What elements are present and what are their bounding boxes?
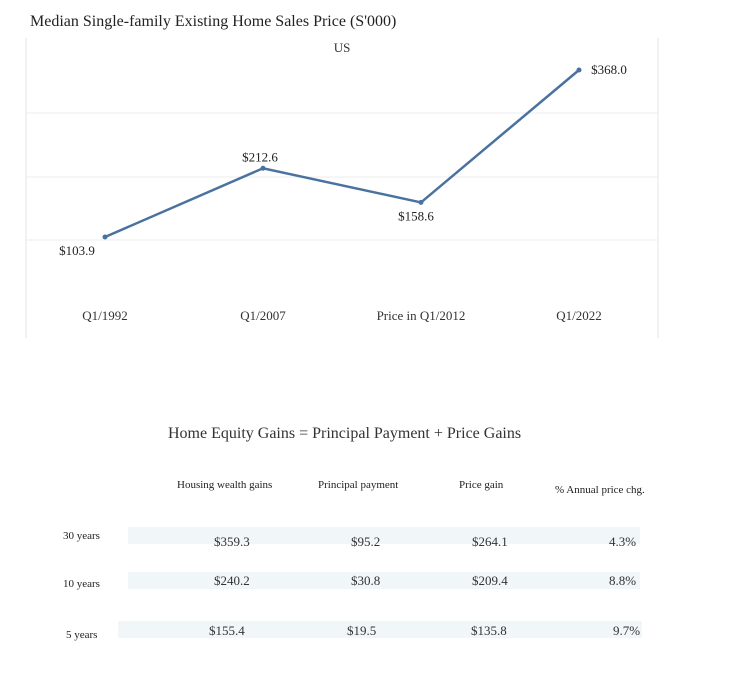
header-annual-price-chg: % Annual price chg.	[555, 484, 645, 496]
x-tick-label: Price in Q1/2012	[377, 308, 466, 323]
chart-title: Median Single-family Existing Home Sales…	[30, 13, 397, 30]
cell-housing-wealth-30: $359.3	[214, 534, 250, 549]
table-row	[128, 572, 640, 589]
cell-price-gain-5: $135.8	[471, 623, 507, 638]
row-label-30-years: 30 years	[63, 530, 100, 542]
x-tick-label: Q1/2022	[556, 308, 602, 323]
table-row	[118, 621, 642, 638]
cell-annual-chg-5: 9.7%	[613, 623, 641, 638]
cell-housing-wealth-10: $240.2	[214, 573, 250, 588]
cell-price-gain-10: $209.4	[472, 573, 508, 588]
data-label: $212.6	[242, 149, 278, 164]
cell-principal-30: $95.2	[351, 534, 381, 549]
data-label: $368.0	[591, 62, 627, 77]
data-point	[102, 234, 108, 240]
data-point	[418, 199, 424, 205]
cell-principal-10: $30.8	[351, 573, 381, 588]
table-row	[128, 527, 640, 544]
cell-annual-chg-10: 8.8%	[609, 573, 637, 588]
header-housing-wealth-gains: Housing wealth gains	[177, 479, 273, 491]
cell-housing-wealth-5: $155.4	[209, 623, 245, 638]
x-tick-label: Q1/2007	[240, 308, 286, 323]
chart-frame	[25, 38, 659, 338]
header-price-gain: Price gain	[459, 479, 504, 491]
header-principal-payment: Principal payment	[318, 479, 399, 491]
row-label-5-years: 5 years	[66, 629, 98, 641]
data-label: $103.9	[59, 243, 95, 258]
chart-marks: $103.9 $212.6 $158.6 $368.0	[59, 62, 627, 258]
data-point	[576, 67, 582, 73]
row-label-10-years: 10 years	[63, 578, 100, 590]
table-title: Home Equity Gains = Principal Payment + …	[168, 425, 522, 442]
legend-series-name: US	[334, 40, 351, 55]
data-point	[260, 165, 266, 171]
cell-principal-5: $19.5	[347, 623, 377, 638]
cell-price-gain-30: $264.1	[472, 534, 508, 549]
cell-annual-chg-30: 4.3%	[609, 534, 637, 549]
x-axis-ticks: Q1/1992 Q1/2007 Price in Q1/2012 Q1/2022	[82, 308, 602, 323]
line-chart: US $103.9 $212.6 $158.6 $368.0 Q1/1992 Q1/20…	[25, 38, 659, 338]
series-line	[104, 69, 580, 239]
x-tick-label: Q1/1992	[82, 308, 128, 323]
data-label: $158.6	[398, 208, 434, 223]
